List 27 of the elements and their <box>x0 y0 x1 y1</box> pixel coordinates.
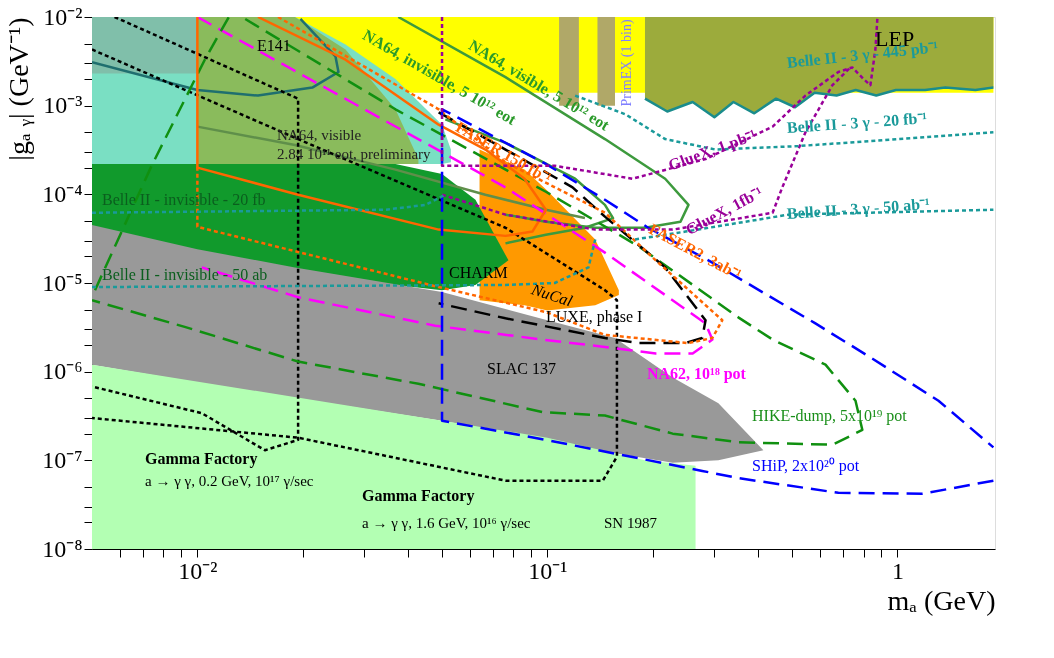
y-tick-label: 10⁻⁵ <box>42 269 83 296</box>
annotation: Belle II - 3 γ - 20 fb⁻¹ <box>786 109 928 137</box>
annotation: E141 <box>257 37 291 54</box>
annotation: NuCal <box>528 280 576 310</box>
x-tick-label: 10⁻² <box>178 557 218 584</box>
annotation: Belle II - invisible - 20 fb <box>102 191 266 208</box>
annotation: SLAC 137 <box>487 360 556 377</box>
y-tick-label: 10⁻² <box>43 3 83 30</box>
annotation: a → γ γ, 0.2 GeV, 10¹⁷ γ/sec <box>145 473 314 489</box>
annotation: Gamma Factory <box>362 487 475 505</box>
annotation: HIKE-dump, 5x10¹⁹ pot <box>752 407 908 425</box>
y-tick-label: 10⁻⁷ <box>42 446 83 473</box>
annotation: SN 1987 <box>604 515 658 531</box>
annotation: a → γ γ, 1.6 GeV, 10¹⁶ γ/sec <box>362 515 531 531</box>
annotation: Belle II - invisible - 50 ab <box>102 266 268 283</box>
y-tick-label: 10⁻⁴ <box>42 180 83 207</box>
y-tick-label: 10⁻⁶ <box>42 358 83 385</box>
x-tick-label: 1 <box>891 557 904 584</box>
y-tick-label: 10⁻⁸ <box>42 535 83 562</box>
y-axis-title: |gₐ ᵧ| (GeV⁻¹) <box>3 17 36 161</box>
x-axis-title: mₐ (GeV) <box>887 584 996 616</box>
annotation: NA62, 10¹⁸ pot <box>647 365 747 383</box>
y-tick-label: 10⁻³ <box>43 92 83 119</box>
x-tick-label: 10⁻¹ <box>528 557 568 584</box>
annotation: PrimEX (1 bin) <box>619 19 635 107</box>
annotation: SHiP, 2x10²⁰ pot <box>752 457 860 475</box>
annotation: Gamma Factory <box>145 450 258 468</box>
